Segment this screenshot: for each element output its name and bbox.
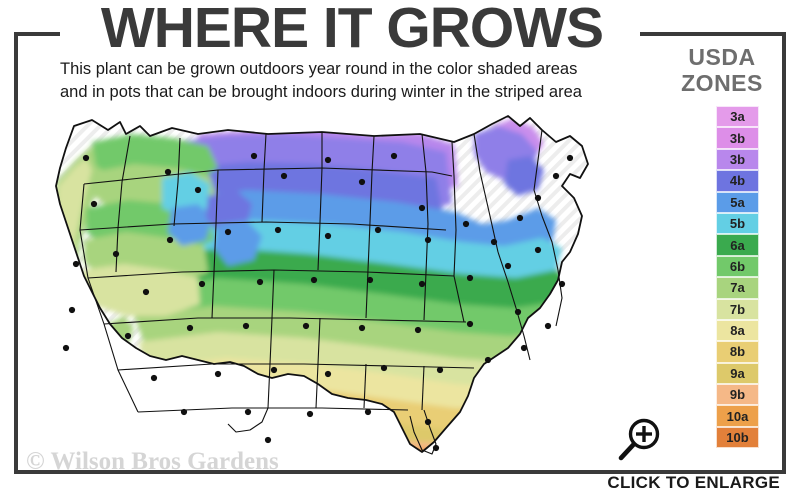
legend-swatch-label: 6b (729, 258, 746, 274)
legend-swatch-5b-5: 5b (716, 212, 759, 235)
legend-swatch-3b-2: 3b (716, 148, 759, 171)
frame-enlarge-rule (560, 470, 786, 474)
subtitle-line-2: and in pots that can be brought indoors … (60, 83, 582, 101)
legend-swatch-9b-13: 9b (716, 384, 759, 406)
legend-title: USDA ZONES (668, 44, 776, 96)
map-zone-bands (56, 118, 572, 452)
legend-swatch-label: 3b (729, 151, 746, 167)
usda-zone-legend: 3a 3b 3b 4b 5a 5b 6a 6b 7a 7b 8a 8b 9a 9b 10a 10b (716, 106, 759, 449)
legend-swatch-label: 3b (729, 130, 746, 146)
legend-swatch-label: 7a (730, 280, 745, 296)
legend-swatch-9a-12: 9a (716, 362, 759, 385)
frame-right-edge (782, 32, 786, 474)
click-to-enlarge-label[interactable]: CLICK TO ENLARGE (607, 473, 780, 492)
legend-swatch-label: 10a (726, 408, 749, 424)
legend-swatch-label: 5b (729, 216, 746, 232)
legend-swatch-8a-10: 8a (716, 319, 759, 342)
map-svg (55, 115, 589, 455)
legend-swatch-7b-9: 7b (716, 298, 759, 320)
legend-swatch-3b-1: 3b (716, 127, 759, 149)
legend-swatch-10a-14: 10a (716, 405, 759, 427)
frame-top-right-segment (640, 32, 786, 36)
legend-swatch-label: 8a (730, 323, 745, 339)
frame-top-left-segment (14, 32, 60, 36)
legend-swatch-label: 9a (730, 365, 745, 381)
usda-hardiness-zone-map[interactable] (22, 112, 662, 460)
legend-swatch-3a-0: 3a (716, 106, 759, 128)
city-markers (62, 152, 574, 452)
legend-swatch-10b-15: 10b (716, 426, 759, 449)
subtitle-line-1: This plant can be grown outdoors year ro… (60, 60, 578, 78)
legend-swatch-label: 7b (729, 301, 746, 317)
magnifier-plus-icon[interactable] (614, 415, 664, 465)
legend-swatch-label: 10b (726, 430, 749, 446)
legend-title-line-2: ZONES (681, 70, 763, 96)
watermark-copyright: © Wilson Bros Gardens (26, 448, 279, 475)
frame-left-edge (14, 32, 18, 474)
legend-swatch-label: 9b (729, 387, 746, 403)
legend-swatch-6a-6: 6a (716, 234, 759, 256)
legend-swatch-6b-7: 6b (716, 255, 759, 278)
legend-swatch-8b-11: 8b (716, 341, 759, 363)
legend-swatch-label: 8b (729, 344, 746, 360)
legend-title-line-1: USDA (688, 44, 756, 70)
page-title: WHERE IT GROWS (100, 0, 604, 60)
legend-swatch-label: 6a (730, 237, 745, 253)
legend-swatch-7a-8: 7a (716, 277, 759, 299)
frame-bottom-edge (14, 470, 786, 474)
legend-swatch-4b-3: 4b (716, 170, 759, 192)
legend-swatch-5a-4: 5a (716, 191, 759, 213)
legend-swatch-label: 5a (730, 194, 745, 210)
subtitle-text: This plant can be grown outdoors year ro… (60, 58, 630, 104)
legend-swatch-label: 3a (730, 109, 745, 125)
legend-swatch-label: 4b (729, 173, 746, 189)
